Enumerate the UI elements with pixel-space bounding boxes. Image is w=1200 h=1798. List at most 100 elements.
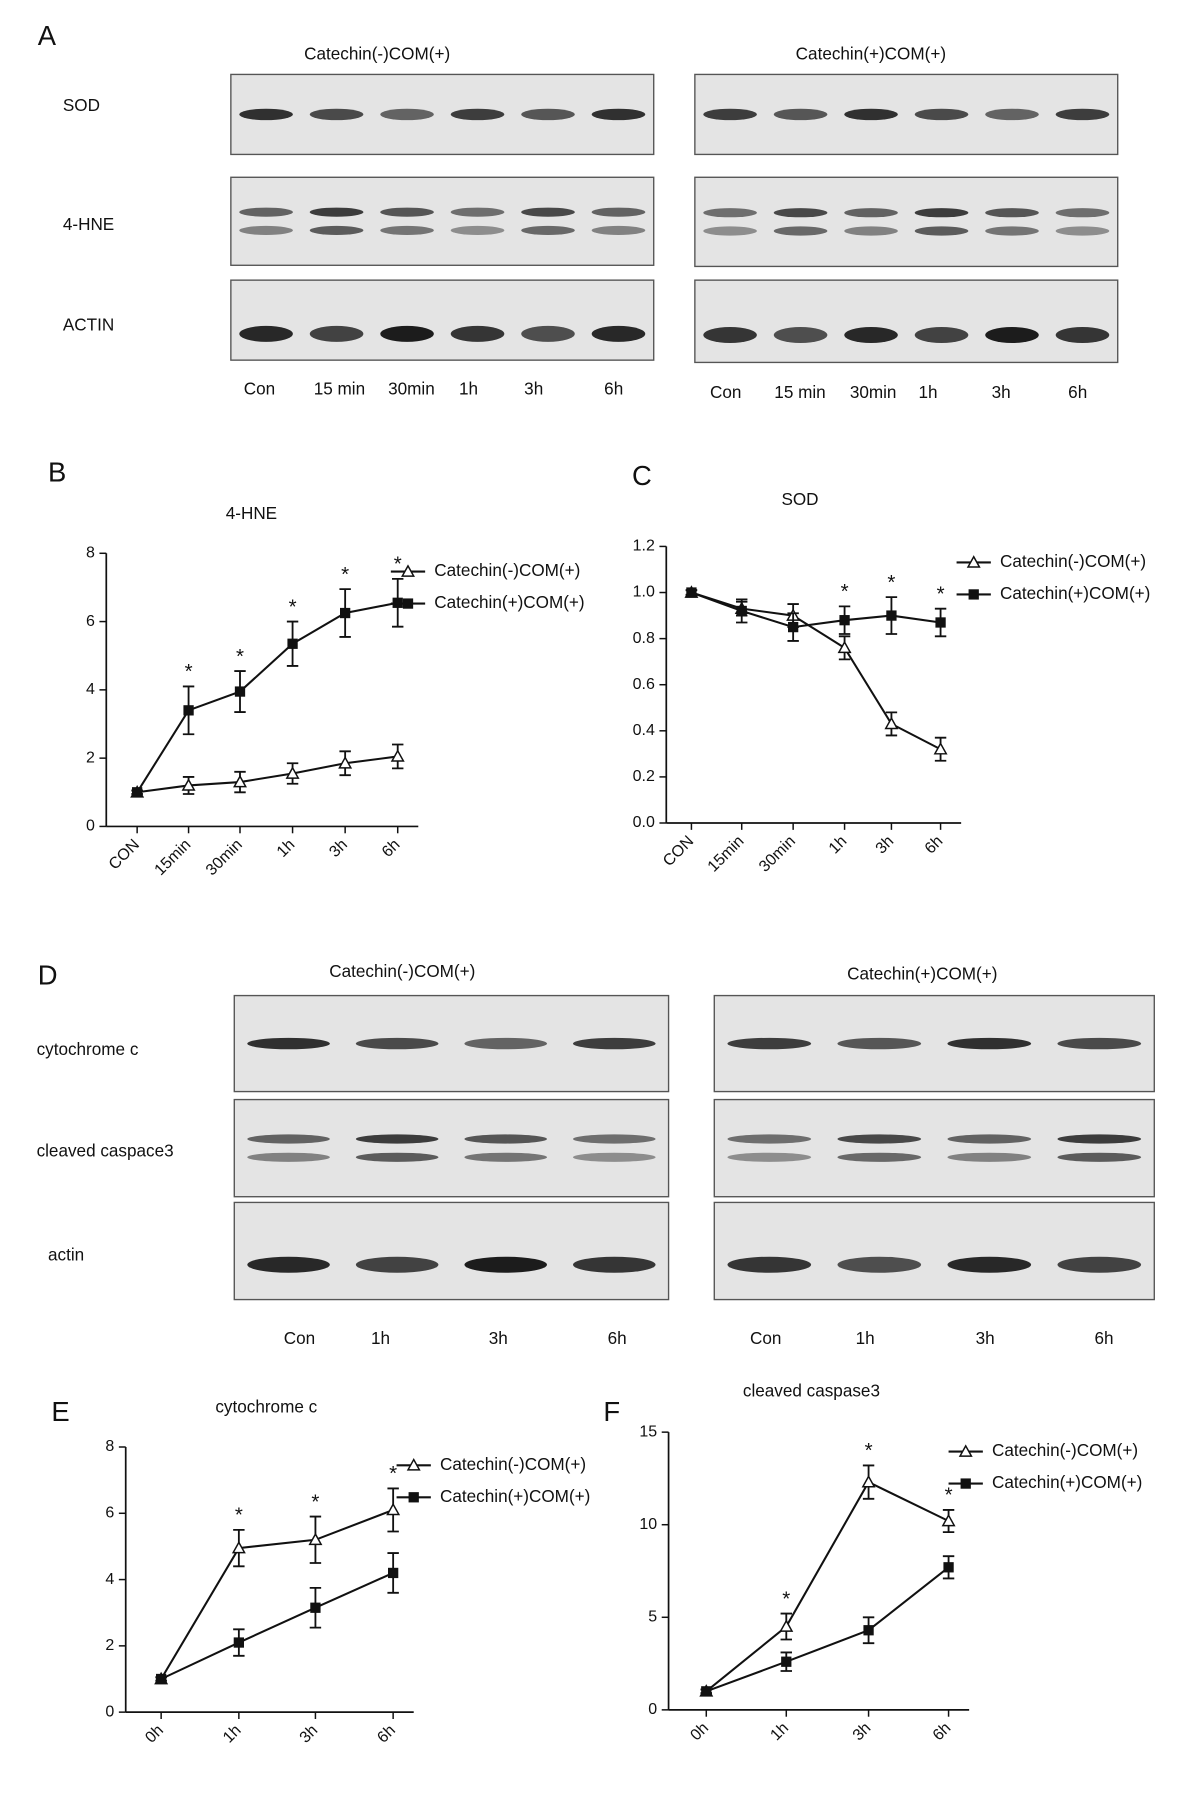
x-tick-label: 3h <box>297 1722 322 1747</box>
significance-mark: * <box>937 582 945 605</box>
series-line <box>691 591 942 751</box>
significance-mark: * <box>389 1462 397 1485</box>
y-tick-label: 8 <box>86 545 95 562</box>
y-tick-label: 0.2 <box>633 768 655 785</box>
panel-letter: B <box>48 457 66 488</box>
series-line <box>136 601 398 793</box>
blot-band <box>521 108 575 121</box>
significance-mark: * <box>185 660 193 683</box>
x-tick-label: CON <box>106 836 143 873</box>
y-tick-label: 4 <box>86 681 95 698</box>
blot-band <box>773 108 828 121</box>
blot-band <box>591 108 646 121</box>
y-tick-label: 0.4 <box>633 722 655 739</box>
significance-mark: * <box>841 580 849 603</box>
y-tick-label: 1.2 <box>633 538 655 555</box>
significance-mark: * <box>236 645 244 668</box>
y-tick-label: 8 <box>105 1438 114 1455</box>
chart-title: cytochrome c <box>215 1397 317 1417</box>
x-tick-label: 3h <box>326 836 351 861</box>
point-marker <box>701 1686 712 1697</box>
point-marker <box>686 587 697 598</box>
point-marker <box>884 716 899 730</box>
blot-band <box>355 1037 439 1050</box>
blot-band <box>380 207 434 217</box>
blot-band <box>450 225 505 235</box>
blot-band <box>844 108 898 121</box>
blot-band <box>464 1037 547 1050</box>
x-tick-label: 6h <box>374 1722 399 1747</box>
lane-label: 3h <box>489 1328 508 1348</box>
blot-band <box>239 108 293 121</box>
blot-membrane <box>694 176 1119 268</box>
point-marker <box>837 640 852 654</box>
point-marker <box>958 1444 973 1457</box>
x-tick-label: 30min <box>756 833 799 876</box>
legend-label: Catechin(+)COM(+) <box>992 1472 1142 1492</box>
point-marker <box>308 1532 323 1546</box>
point-marker <box>935 617 946 628</box>
x-tick-label: 15min <box>705 833 748 876</box>
blot-band <box>1055 226 1110 236</box>
x-tick-label: 6h <box>379 836 404 861</box>
point-marker <box>287 638 298 649</box>
point-marker <box>408 1492 419 1503</box>
significance-mark: * <box>945 1484 953 1507</box>
blot-band <box>521 325 575 342</box>
lane-label: Con <box>750 1328 781 1348</box>
significance-mark: * <box>341 563 349 586</box>
point-marker <box>310 1602 321 1613</box>
blot-title: Catechin(-)COM(+) <box>329 961 475 981</box>
blot-band <box>727 1134 812 1144</box>
blot-row-label: actin <box>48 1245 84 1265</box>
legend-label: Catechin(+)COM(+) <box>434 592 584 612</box>
point-marker <box>233 1637 244 1648</box>
lane-label: 15 min <box>314 378 365 398</box>
blot-band <box>985 108 1039 121</box>
blot-title: Catechin(+)COM(+) <box>847 964 997 984</box>
blot-band <box>914 226 969 236</box>
point-marker <box>233 774 247 788</box>
lane-label: 6h <box>1068 382 1087 402</box>
point-marker <box>886 610 897 621</box>
y-tick-label: 0 <box>86 818 95 835</box>
y-tick-label: 15 <box>639 1423 657 1440</box>
point-marker <box>390 749 405 762</box>
blot-band <box>239 207 293 217</box>
blot-band <box>380 225 434 235</box>
blot-band <box>844 226 898 236</box>
lane-label: 1h <box>371 1328 390 1348</box>
legend-label: Catechin(-)COM(+) <box>434 560 580 580</box>
blot-band <box>247 1256 330 1273</box>
x-tick-label: 1h <box>767 1720 792 1745</box>
point-marker <box>402 598 414 609</box>
y-tick-label: 1.0 <box>633 584 655 601</box>
blot-band <box>521 225 575 235</box>
point-marker <box>781 1656 792 1667</box>
blot-band <box>573 1256 656 1273</box>
point-marker <box>941 1513 956 1527</box>
series-line <box>705 1566 950 1693</box>
chart-title: 4-HNE <box>226 503 277 523</box>
significance-mark: * <box>235 1504 243 1527</box>
blot-band <box>355 1152 439 1162</box>
y-tick-label: 0.8 <box>633 630 655 647</box>
point-marker <box>181 778 196 791</box>
x-tick-label: 6h <box>922 833 947 858</box>
blot-band <box>844 208 898 218</box>
x-tick-label: 3h <box>850 1720 875 1745</box>
blot-band <box>947 1037 1032 1050</box>
blot-band <box>947 1134 1032 1144</box>
lane-label: 6h <box>604 378 623 398</box>
significance-mark: * <box>887 571 895 594</box>
blot-band <box>773 327 828 343</box>
x-tick-label: 30min <box>203 836 246 879</box>
blot-band <box>727 1037 812 1050</box>
point-marker <box>386 1502 401 1516</box>
blot-band <box>1055 208 1110 218</box>
series-line <box>160 1572 394 1680</box>
lane-label: 15 min <box>774 382 825 402</box>
significance-mark: * <box>311 1490 319 1513</box>
blot-row-label: ACTIN <box>63 314 114 334</box>
